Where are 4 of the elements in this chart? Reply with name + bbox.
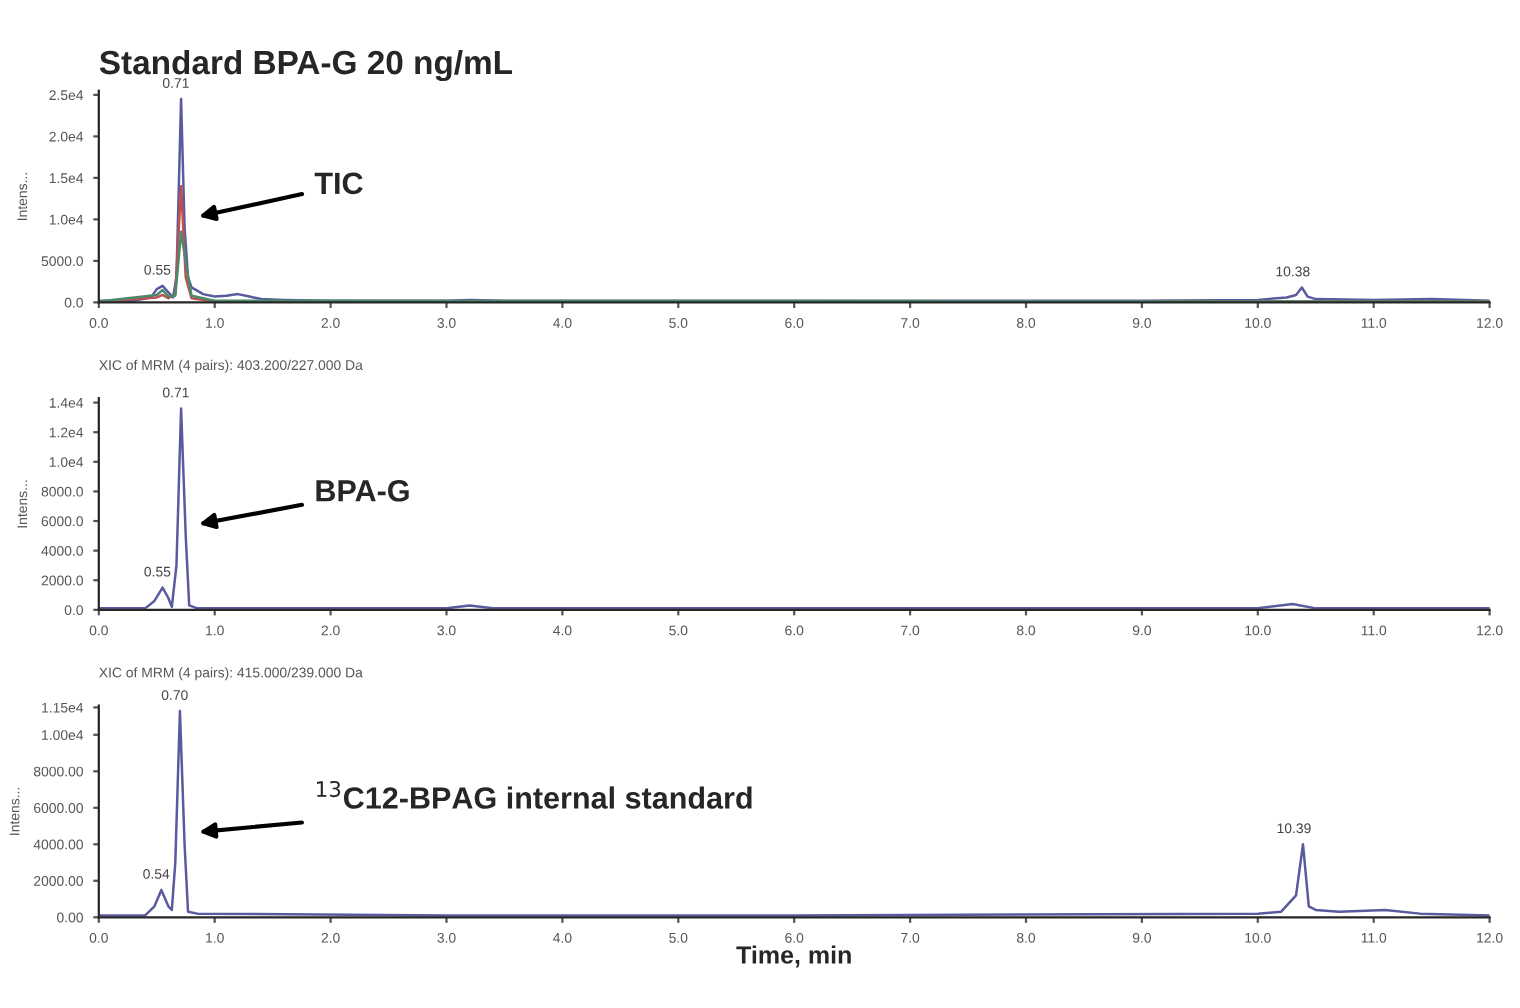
x-axis-title: Time, min bbox=[736, 945, 851, 968]
annotation: TIC bbox=[314, 172, 363, 195]
annotation: $^{13}$C12-BPAG internal standard bbox=[317, 780, 752, 809]
annotation: BPA-G bbox=[316, 479, 409, 502]
